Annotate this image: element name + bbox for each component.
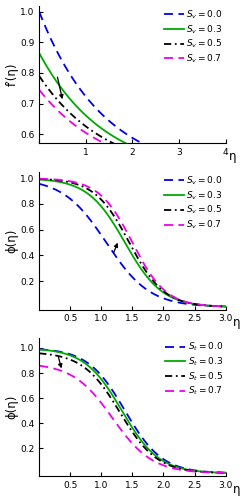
Y-axis label: f′(η): f′(η) (6, 62, 18, 86)
Legend: $S_t = 0.0$, $S_t = 0.3$, $S_t = 0.5$, $S_t = 0.7$: $S_t = 0.0$, $S_t = 0.3$, $S_t = 0.5$, $… (164, 340, 224, 398)
Legend: $S_v = 0.0$, $S_v = 0.3$, $S_v = 0.5$, $S_v = 0.7$: $S_v = 0.0$, $S_v = 0.3$, $S_v = 0.5$, $… (163, 8, 224, 66)
X-axis label: η: η (233, 316, 241, 330)
Y-axis label: ϕ(η): ϕ(η) (6, 394, 18, 419)
Legend: $S_v = 0.0$, $S_v = 0.3$, $S_v = 0.5$, $S_v = 0.7$: $S_v = 0.0$, $S_v = 0.3$, $S_v = 0.5$, $… (163, 174, 224, 232)
Y-axis label: ϕ(η): ϕ(η) (6, 228, 18, 253)
X-axis label: η: η (233, 482, 241, 496)
X-axis label: η: η (229, 150, 237, 164)
